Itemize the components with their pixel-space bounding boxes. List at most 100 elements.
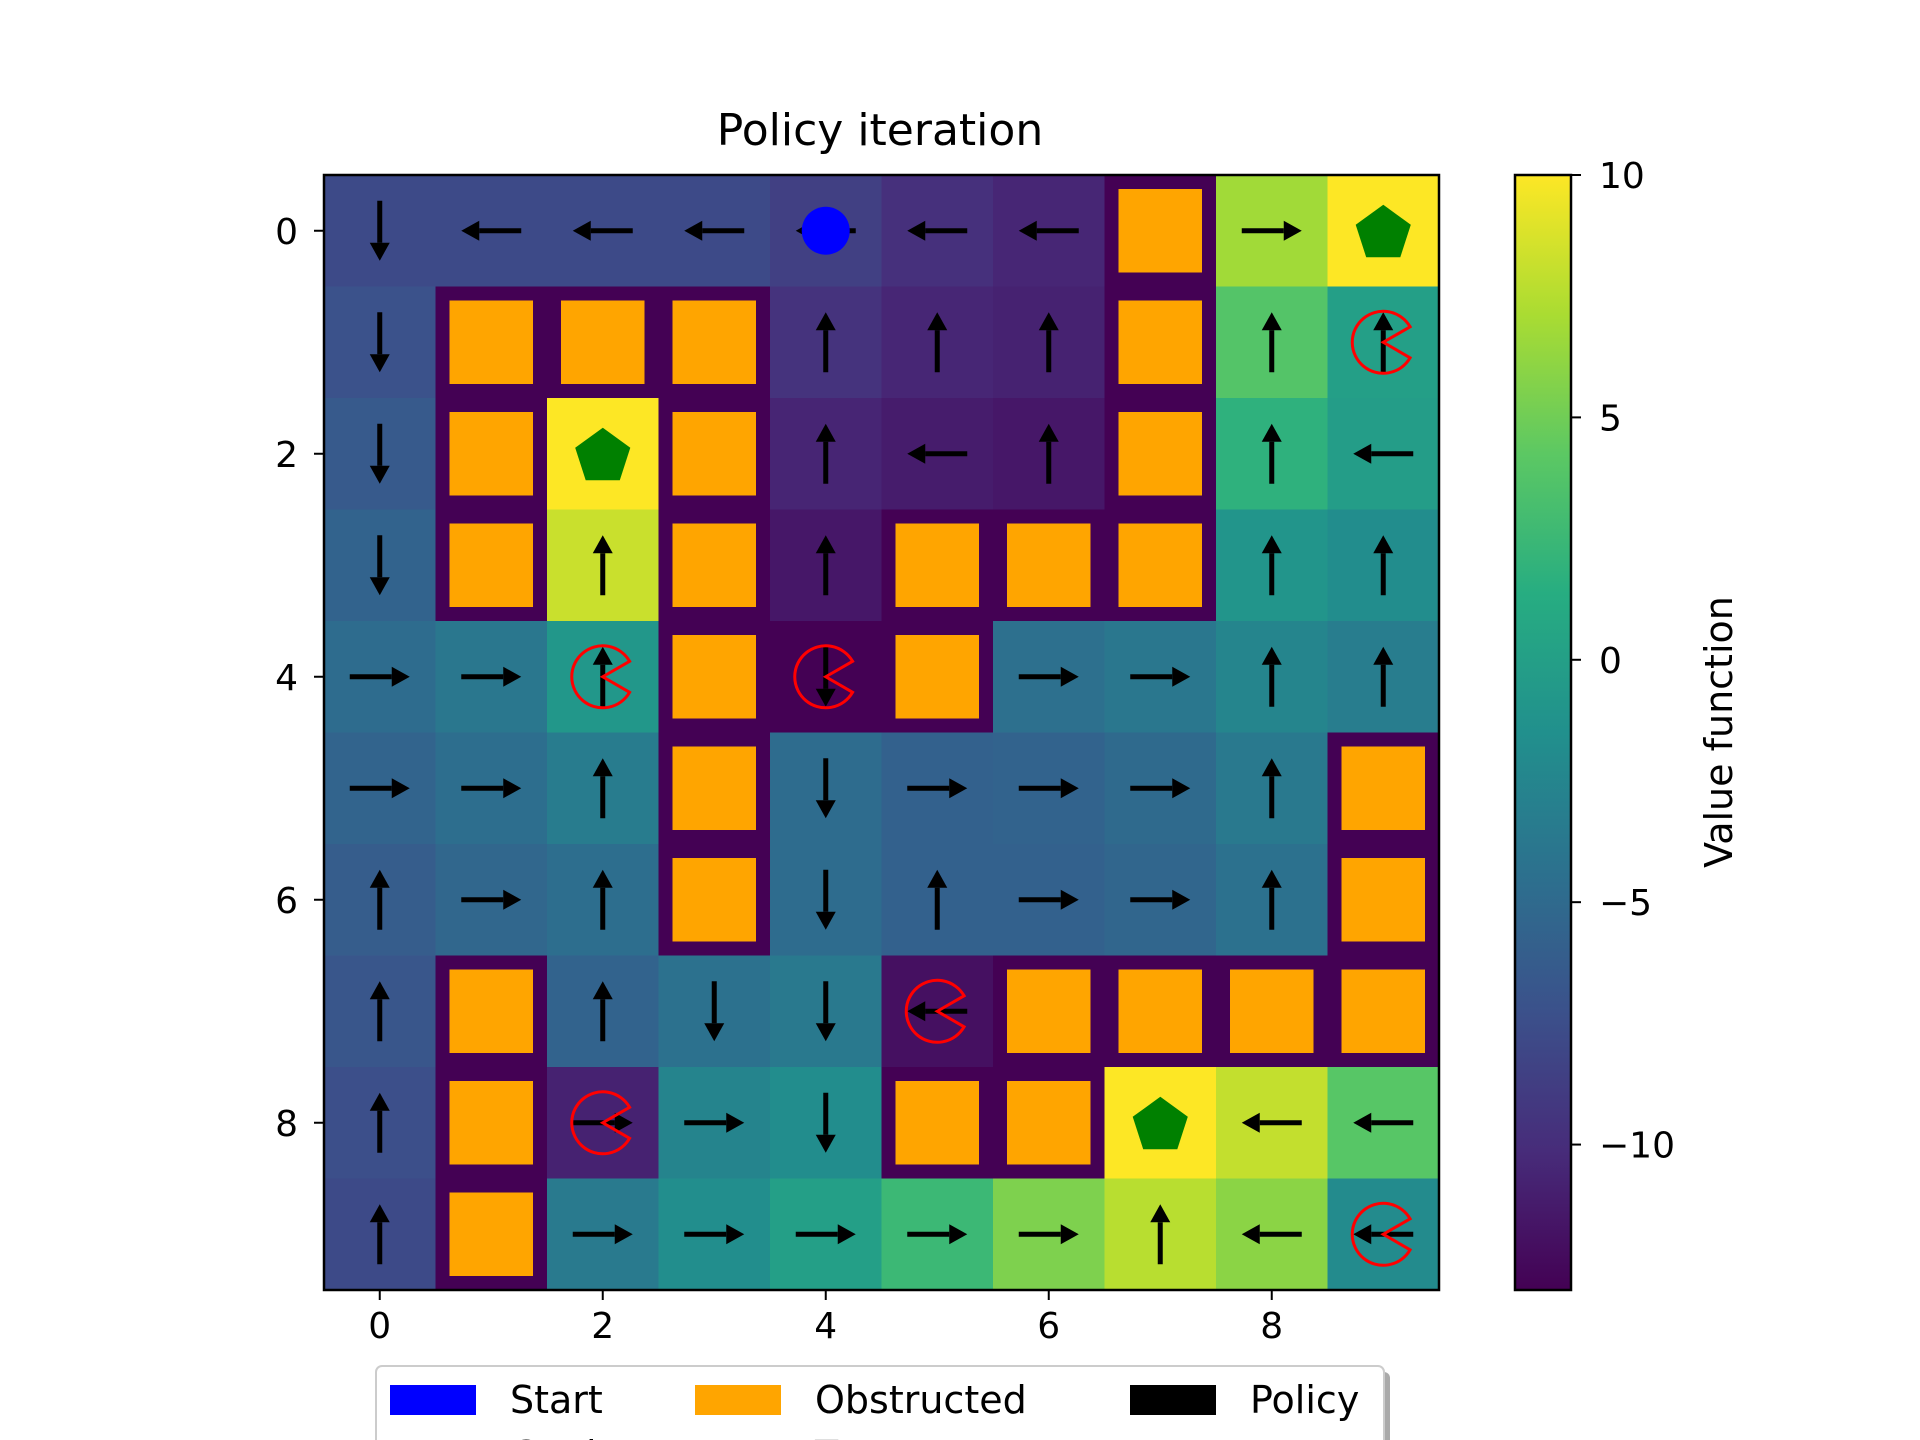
legend-label: Obstructed (815, 1378, 1027, 1422)
policy-arrow (815, 646, 836, 707)
obstructed-cell (1341, 858, 1425, 942)
y-tick-label: 2 (275, 435, 298, 476)
obstructed-cells (435, 175, 1439, 1290)
policy-arrow (349, 666, 410, 687)
legend-entry: Trap (814, 1433, 896, 1440)
policy-arrow (684, 1112, 745, 1133)
policy-arrow (369, 312, 390, 373)
policy-arrow (572, 1224, 633, 1245)
legend-label: Policy (1250, 1378, 1359, 1422)
policy-arrow (815, 312, 836, 373)
policy-arrow-head (927, 869, 948, 888)
x-tick-label: 0 (368, 1306, 391, 1347)
policy-arrow (1373, 535, 1394, 596)
policy-arrow-head (1241, 1224, 1260, 1245)
policy-arrow (1241, 1112, 1302, 1133)
policy-arrow-head (369, 354, 390, 373)
policy-arrow-head (1241, 1112, 1260, 1133)
policy-arrow (815, 535, 836, 596)
policy-arrow-head (1373, 312, 1394, 331)
policy-arrow-head (815, 423, 836, 442)
policy-arrow (815, 1092, 836, 1153)
obstructed-cell (895, 635, 979, 719)
policy-arrow (1261, 758, 1282, 819)
policy-arrow (592, 646, 613, 707)
policy-arrow (795, 1224, 856, 1245)
policy-arrow-head (369, 1204, 390, 1223)
policy-arrow-head (1060, 778, 1079, 799)
legend-swatch (695, 1385, 781, 1415)
policy-arrow-head (1261, 535, 1282, 554)
policy-arrow (1353, 1224, 1414, 1245)
policy-arrow (461, 220, 522, 241)
x-tick-label: 8 (1260, 1306, 1283, 1347)
policy-arrow-head (592, 981, 613, 1000)
policy-arrow (1130, 778, 1191, 799)
policy-arrow-head (1353, 443, 1372, 464)
policy-arrow-head (1172, 666, 1191, 687)
legend-swatch (1130, 1385, 1216, 1415)
legend-label: Start (510, 1378, 603, 1422)
x-tick-label: 6 (1037, 1306, 1060, 1347)
policy-arrow-head (1261, 423, 1282, 442)
policy-arrow (907, 778, 968, 799)
policy-arrow-head (503, 666, 522, 687)
colorbar-label: Value function (1697, 596, 1741, 868)
policy-arrow-head (391, 666, 410, 687)
obstructed-cell (449, 300, 533, 384)
policy-arrow (907, 1224, 968, 1245)
policy-arrow (1130, 666, 1191, 687)
colorbar-tick-label: 0 (1599, 641, 1622, 682)
legend-swatch (390, 1385, 476, 1415)
policy-arrow (1353, 443, 1414, 464)
policy-arrow (592, 535, 613, 596)
policy-arrow-head (614, 1112, 633, 1133)
goal-marker (1355, 204, 1411, 258)
policy-arrow-head (949, 1224, 968, 1245)
policy-arrow-head (726, 1224, 745, 1245)
policy-arrow (1353, 1112, 1414, 1133)
obstructed-cell (1007, 1081, 1091, 1165)
policy-arrow-head (592, 869, 613, 888)
policy-arrow-head (461, 220, 480, 241)
policy-arrow (592, 869, 613, 930)
policy-arrow-head (1060, 889, 1079, 910)
obstructed-cell (672, 858, 756, 942)
policy-arrow-head (572, 220, 591, 241)
obstructed-cell (561, 300, 645, 384)
policy-arrow (907, 1001, 968, 1022)
policy-arrow-head (369, 981, 390, 1000)
policy-arrow-head (684, 220, 703, 241)
policy-arrow (572, 220, 633, 241)
legend-entry: Goal (510, 1433, 597, 1440)
trap-marker (570, 644, 632, 710)
policy-arrow (684, 1224, 745, 1245)
policy-arrow-head (815, 535, 836, 554)
policy-arrow-head (1172, 889, 1191, 910)
colorbar-ticks: 10 5 0 −5 −10 (1571, 156, 1675, 1167)
legend-entry: Policy (1130, 1378, 1359, 1422)
policy-arrow-head (1261, 312, 1282, 331)
obstructed-cell (1230, 969, 1314, 1053)
obstructed-cell (672, 300, 756, 384)
obstructed-cell (1118, 189, 1202, 273)
policy-arrows (349, 200, 1414, 1265)
colorbar (1513, 173, 1573, 1292)
policy-arrow-head (614, 1224, 633, 1245)
obstructed-cell (895, 523, 979, 607)
policy-arrow-head (907, 443, 926, 464)
policy-arrow (815, 869, 836, 930)
obstructed-cell (449, 412, 533, 496)
policy-arrow (461, 666, 522, 687)
y-tick-label: 8 (275, 1104, 298, 1145)
policy-arrow-head (1060, 666, 1079, 687)
obstructed-cell (1341, 969, 1425, 1053)
legend-entry: Start (390, 1378, 603, 1422)
policy-arrow-head (815, 1134, 836, 1153)
policy-arrow-head (949, 778, 968, 799)
policy-arrow (349, 778, 410, 799)
policy-arrow-head (1060, 1224, 1079, 1245)
policy-arrow-head (815, 688, 836, 707)
trap-marker (793, 644, 855, 710)
